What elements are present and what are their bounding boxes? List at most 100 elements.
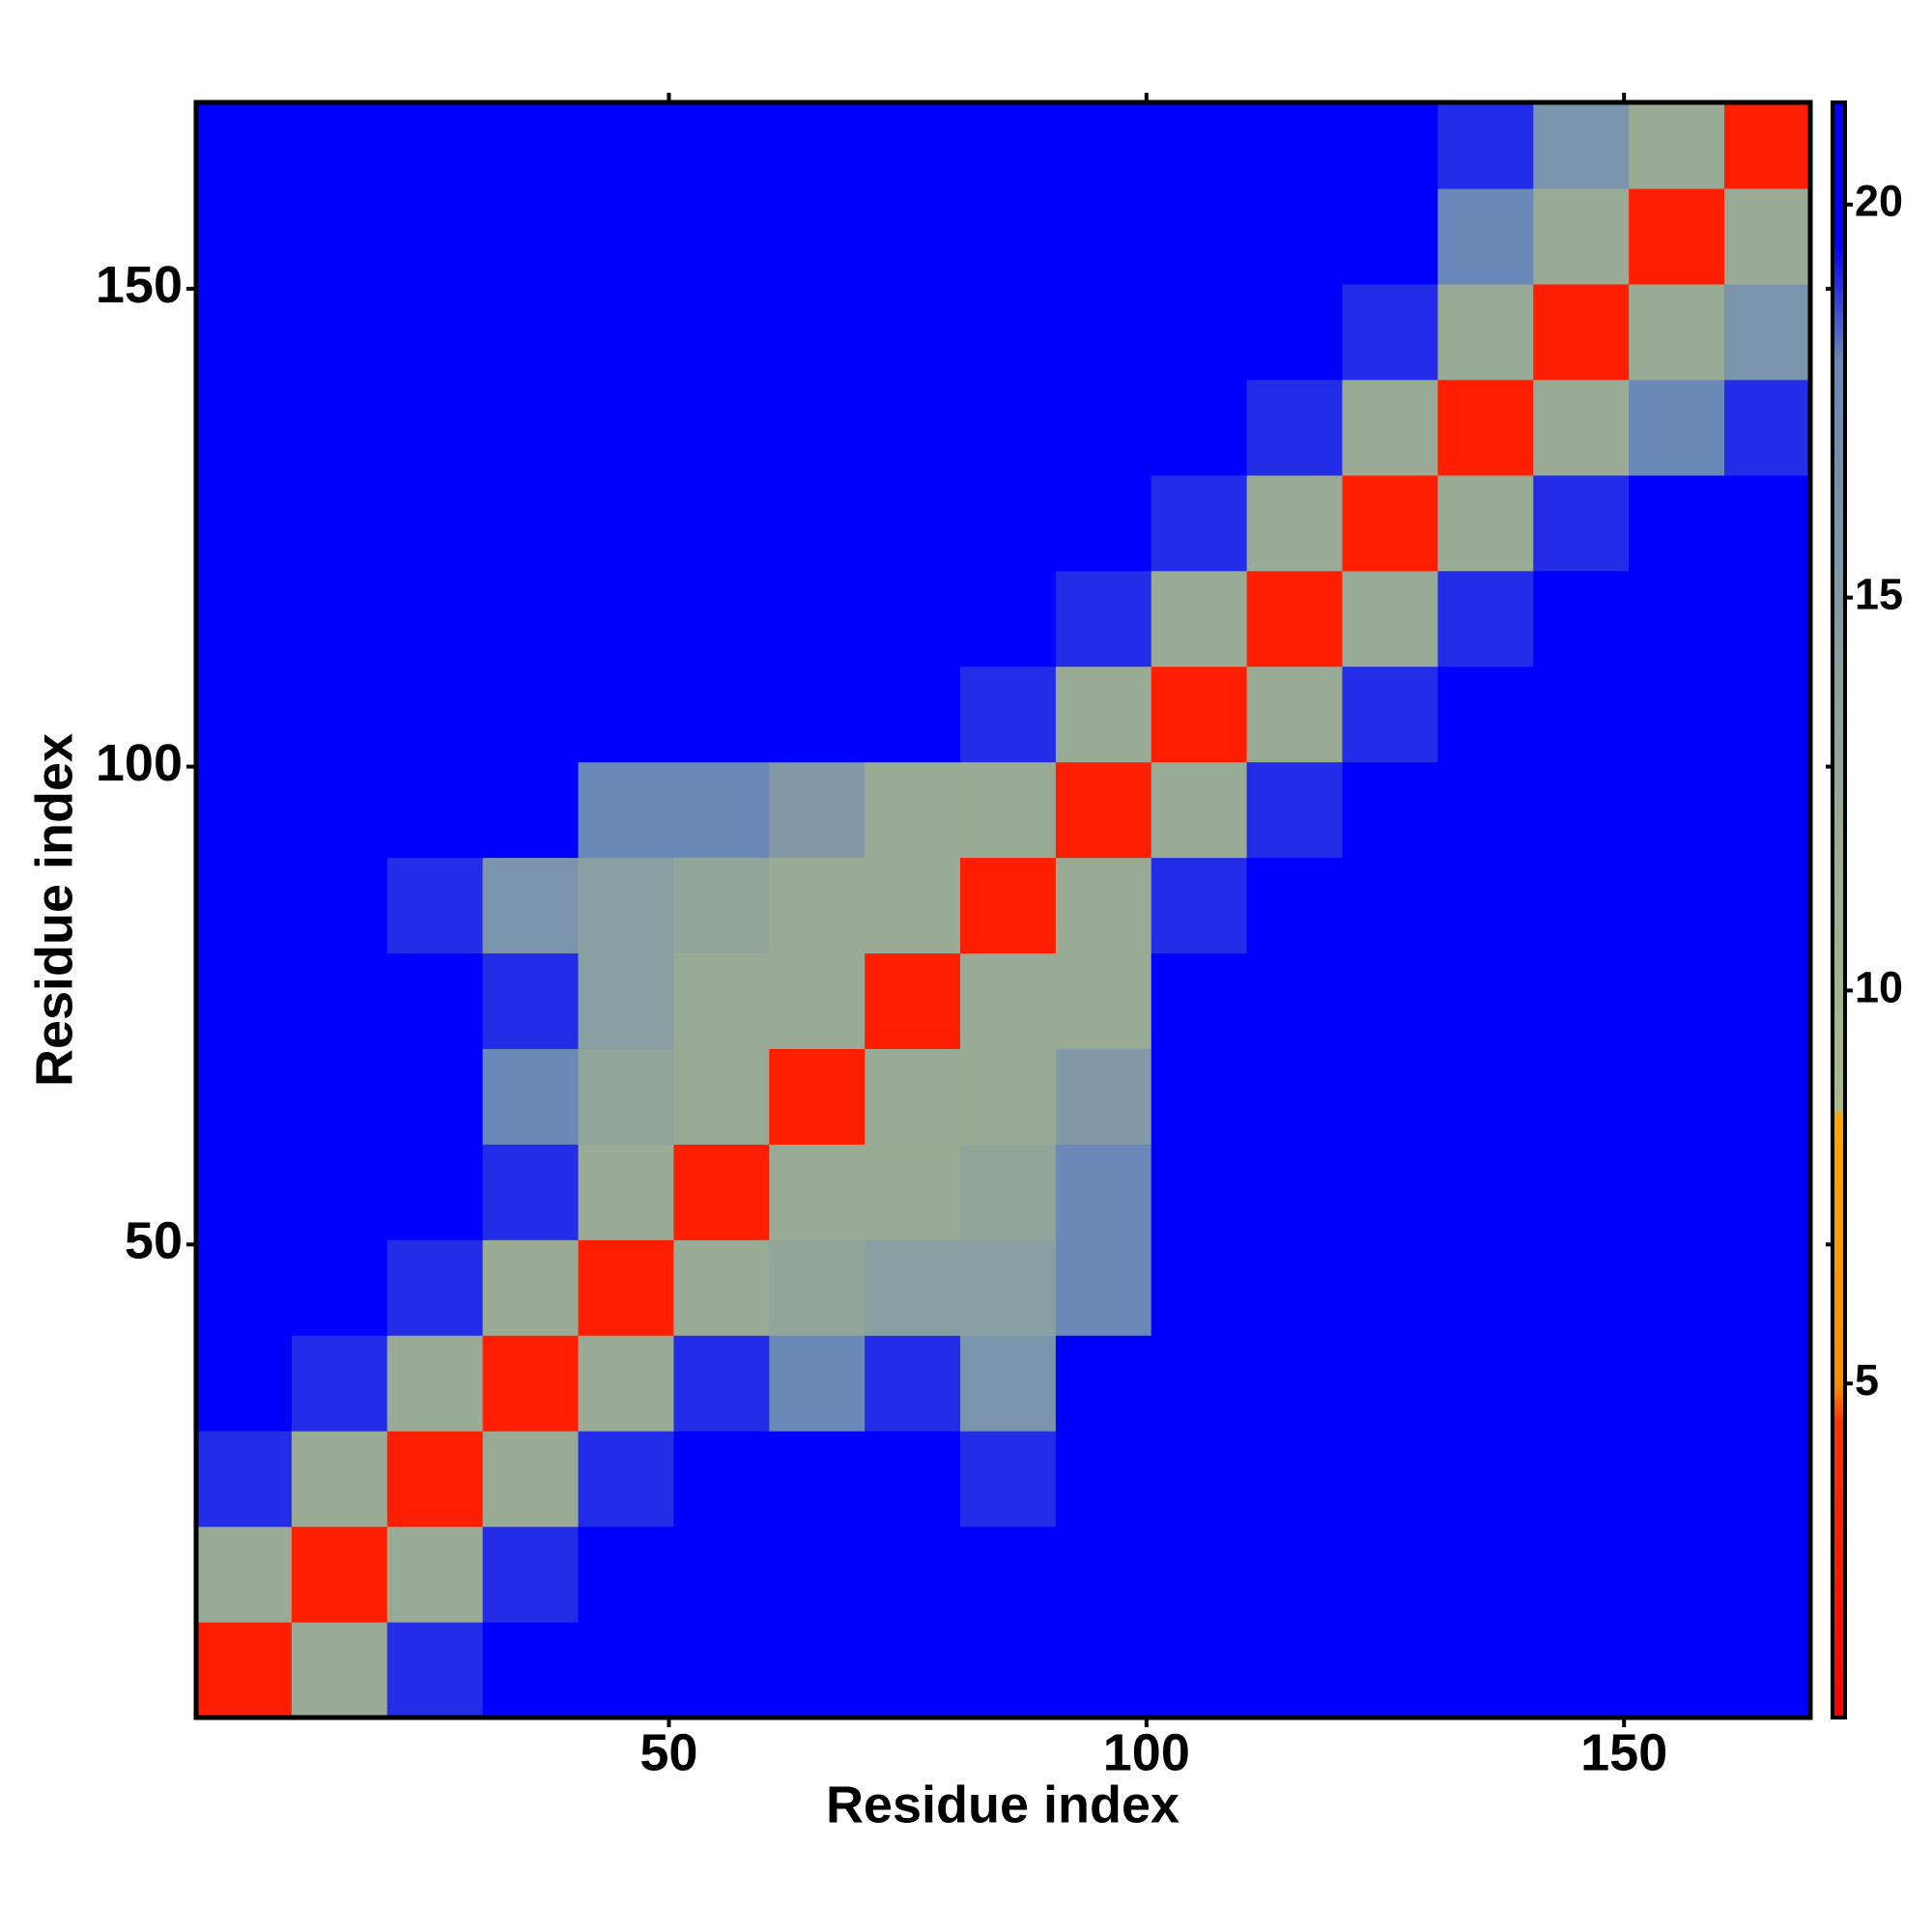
heatmap-cell bbox=[1437, 952, 1534, 1049]
heatmap-cell bbox=[865, 1431, 961, 1527]
heatmap-cell bbox=[196, 1431, 293, 1527]
heatmap-cell bbox=[1342, 283, 1438, 381]
heatmap-cell bbox=[1342, 570, 1438, 668]
heatmap-cell bbox=[1629, 952, 1725, 1049]
heatmap-cell bbox=[960, 857, 1057, 954]
heatmap-cell bbox=[1151, 1239, 1248, 1336]
heatmap-cell bbox=[1533, 1431, 1630, 1527]
heatmap-cell bbox=[769, 1431, 866, 1527]
heatmap-cell bbox=[1629, 283, 1725, 381]
heatmap-cell bbox=[1342, 1048, 1438, 1145]
heatmap-cell bbox=[1246, 474, 1344, 572]
heatmap-cell bbox=[1055, 857, 1152, 954]
heatmap-cell bbox=[769, 1622, 866, 1719]
heatmap-cell bbox=[1342, 1622, 1438, 1719]
heatmap-cell bbox=[1724, 474, 1811, 572]
heatmap-cell bbox=[482, 1048, 580, 1145]
y-tick-label: 50 bbox=[125, 1212, 183, 1270]
heatmap-cell bbox=[960, 1144, 1057, 1240]
heatmap-cell bbox=[1246, 857, 1344, 954]
heatmap-cell bbox=[673, 952, 770, 1049]
heatmap-cell bbox=[1342, 857, 1438, 954]
heatmap-cell bbox=[1246, 570, 1344, 668]
heatmap-cell bbox=[1151, 188, 1248, 285]
heatmap-cell bbox=[196, 188, 293, 285]
heatmap-cell bbox=[1055, 1431, 1152, 1527]
heatmap-cell bbox=[673, 102, 770, 189]
heatmap-cell bbox=[1629, 1239, 1725, 1336]
heatmap-cell bbox=[960, 474, 1057, 572]
heatmap-cell bbox=[960, 761, 1057, 859]
heatmap-cell bbox=[673, 474, 770, 572]
heatmap-cell bbox=[386, 952, 484, 1049]
heatmap-cell bbox=[1342, 1335, 1438, 1432]
heatmap-cell bbox=[578, 1335, 674, 1432]
heatmap-cell bbox=[196, 102, 293, 189]
heatmap-cell bbox=[196, 857, 293, 954]
heatmap-cell bbox=[578, 666, 674, 763]
heatmap-cell bbox=[1246, 1144, 1344, 1240]
heatmap-cell bbox=[1246, 379, 1344, 476]
heatmap-cell bbox=[1342, 666, 1438, 763]
heatmap-cell bbox=[482, 1239, 580, 1336]
heatmap-cell bbox=[1055, 102, 1152, 189]
x-tick-label: 100 bbox=[1103, 1723, 1190, 1781]
heatmap-cell bbox=[769, 1239, 866, 1336]
heatmap-cell bbox=[1724, 666, 1811, 763]
heatmap-cell bbox=[1724, 952, 1811, 1049]
heatmap-cell bbox=[769, 761, 866, 859]
heatmap-cell bbox=[673, 1526, 770, 1623]
heatmap-cell bbox=[1533, 1144, 1630, 1240]
heatmap-cell bbox=[578, 1144, 674, 1240]
heatmap-cell bbox=[1246, 1526, 1344, 1623]
heatmap-cell bbox=[1342, 1526, 1438, 1623]
heatmap-cell bbox=[1724, 1048, 1811, 1145]
heatmap-cell bbox=[386, 379, 484, 476]
heatmap-cell bbox=[196, 379, 293, 476]
heatmap-cell bbox=[386, 188, 484, 285]
heatmap-cell bbox=[1724, 102, 1811, 189]
heatmap-cell bbox=[673, 761, 770, 859]
heatmap-cell bbox=[291, 952, 388, 1049]
heatmap-cell bbox=[196, 1239, 293, 1336]
heatmap-cell bbox=[1437, 1526, 1534, 1623]
heatmap-cell bbox=[482, 379, 580, 476]
heatmap-cell bbox=[578, 952, 674, 1049]
heatmap-cell bbox=[578, 1526, 674, 1623]
heatmap-cell bbox=[769, 474, 866, 572]
heatmap-cell bbox=[960, 379, 1057, 476]
heatmap-cell bbox=[865, 857, 961, 954]
heatmap-cell bbox=[482, 1335, 580, 1432]
heatmap-cell bbox=[673, 666, 770, 763]
heatmap-cell bbox=[482, 102, 580, 189]
heatmap-cell bbox=[865, 188, 961, 285]
heatmap-cell bbox=[1055, 1048, 1152, 1145]
heatmap-cell bbox=[1533, 1048, 1630, 1145]
heatmap-cell bbox=[865, 283, 961, 381]
heatmap-cell bbox=[1724, 1239, 1811, 1336]
heatmap-cell bbox=[291, 666, 388, 763]
heatmap-cell bbox=[578, 283, 674, 381]
heatmap-cell bbox=[196, 1526, 293, 1623]
heatmap-cell bbox=[386, 761, 484, 859]
heatmap-cell bbox=[482, 857, 580, 954]
heatmap-cell bbox=[1437, 1335, 1534, 1432]
heatmap-cell bbox=[578, 188, 674, 285]
heatmap-cell bbox=[673, 1622, 770, 1719]
heatmap-cell bbox=[1055, 1526, 1152, 1623]
heatmap-cell bbox=[769, 857, 866, 954]
heatmap-cell bbox=[960, 1622, 1057, 1719]
heatmap-cell bbox=[386, 857, 484, 954]
heatmap-cell bbox=[1629, 1048, 1725, 1145]
heatmap-cell bbox=[482, 283, 580, 381]
heatmap-cell bbox=[1724, 570, 1811, 668]
heatmap-cell bbox=[1342, 952, 1438, 1049]
heatmap-cell bbox=[1151, 1335, 1248, 1432]
heatmap-cell bbox=[482, 952, 580, 1049]
heatmap-cell bbox=[386, 1144, 484, 1240]
y-axis-title: Residue index bbox=[25, 733, 83, 1087]
heatmap-cell bbox=[1629, 1526, 1725, 1623]
heatmap-cell bbox=[865, 102, 961, 189]
colorbar-tick-label: 5 bbox=[1855, 1355, 1879, 1405]
